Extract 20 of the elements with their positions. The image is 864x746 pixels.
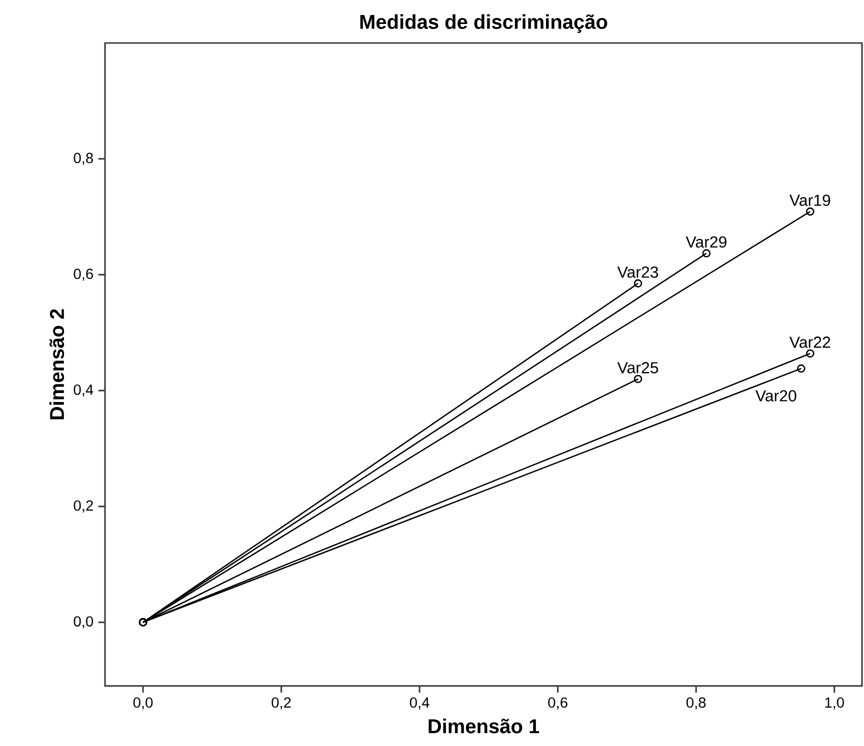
series-label: Var25 [617, 362, 658, 374]
x-tick-label: 0,4 [410, 697, 430, 710]
y-tick-label: 0,0 [74, 616, 94, 628]
y-tick-label: 0,8 [74, 152, 93, 165]
series-label: Var23 [617, 266, 658, 278]
x-axis-title: Dimensão 1 [428, 718, 540, 734]
y-tick-label: 0,4 [74, 384, 94, 397]
series-label: Var19 [789, 194, 830, 206]
series-label: Var22 [789, 336, 830, 348]
series-label: Var29 [686, 236, 726, 248]
chart-title: Medidas de discriminação [360, 14, 608, 33]
x-tick-label: 1,0 [825, 697, 844, 710]
x-tick-label: 0,0 [133, 697, 153, 710]
y-axis-title: Dimensão 2 [49, 309, 64, 420]
series-label: Var20 [755, 390, 796, 402]
x-tick-label: 0,2 [272, 697, 291, 710]
x-tick-label: 0,8 [686, 697, 706, 710]
y-tick-label: 0,6 [74, 268, 93, 281]
x-tick-label: 0,6 [548, 697, 568, 710]
y-tick-label: 0,2 [74, 500, 93, 512]
